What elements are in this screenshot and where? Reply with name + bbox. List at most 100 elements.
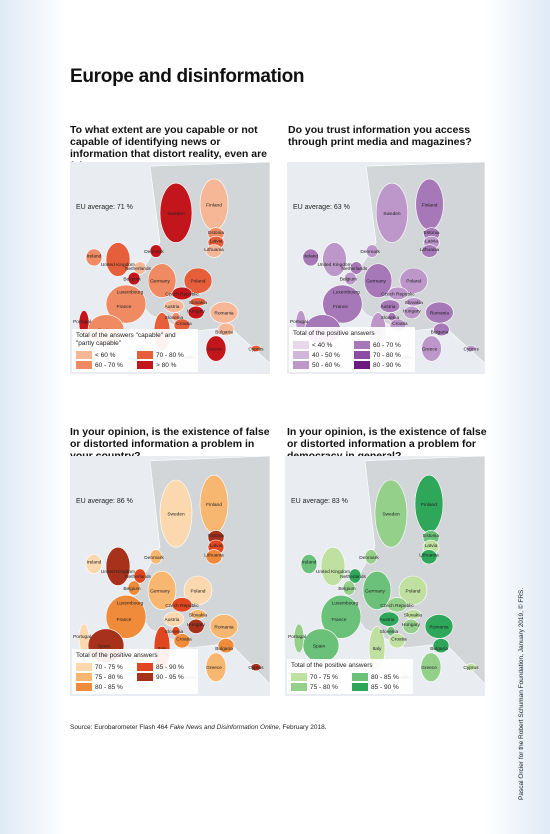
country-shape — [250, 345, 262, 353]
country-shape — [205, 244, 223, 258]
country-label: Sweden — [383, 211, 401, 217]
country-label: Lithuania — [204, 247, 224, 253]
country-label: Estonia — [423, 533, 439, 539]
legend-label: 85 - 90 % — [371, 683, 399, 691]
legend-label: 70 - 80 % — [156, 351, 184, 359]
country-label: Lithuania — [419, 552, 439, 558]
country-shape — [403, 305, 420, 320]
eu-average: EU average: 63 % — [293, 204, 350, 211]
legend-item: < 60 % — [76, 351, 133, 359]
country-shape — [362, 570, 392, 610]
country-label: Bulgaria — [215, 646, 233, 652]
country-shape — [322, 242, 347, 277]
legend-label: 50 - 60 % — [312, 361, 340, 369]
country-label: Netherlands — [125, 266, 151, 272]
country-label: Czech Republic — [381, 291, 415, 297]
country-label: Portugal — [73, 319, 91, 325]
country-shape — [187, 305, 205, 320]
country-label: Ireland — [87, 253, 102, 259]
country-label: France — [117, 304, 132, 310]
country-shape — [320, 546, 346, 586]
country-shape — [183, 267, 213, 294]
country-label: Hungary — [402, 622, 421, 628]
country-shape — [300, 554, 318, 574]
country-label: Spain — [313, 644, 326, 650]
map: Finland Sweden Estonia Latvia Lithuania Denma… — [73, 162, 270, 364]
legend-label: 40 - 50 % — [312, 351, 340, 359]
country-label: Sweden — [167, 211, 185, 217]
country-shape — [105, 594, 147, 639]
country-label: Greece — [206, 665, 222, 671]
country-label: Bulgaria — [215, 330, 233, 336]
legend-item: > 80 % — [137, 361, 194, 369]
country-label: France — [117, 617, 132, 623]
country-label: United Kingdom — [101, 569, 135, 575]
legend-swatch — [291, 683, 307, 691]
country-label: Cyprus — [248, 665, 264, 671]
country-label: Croatia — [176, 636, 192, 642]
country-label: Cyprus — [464, 347, 480, 353]
country-label: Greece — [422, 347, 438, 353]
country-label: Portugal — [73, 634, 91, 640]
country-shape — [183, 575, 213, 606]
country-label: Luxembourg — [332, 600, 359, 606]
country-shape — [163, 611, 185, 627]
country-shape — [159, 182, 193, 243]
country-label: Luxembourg — [117, 600, 144, 606]
country-shape — [379, 299, 401, 313]
country-label: France — [332, 617, 347, 623]
country-label: Sweden — [167, 512, 185, 518]
country-shape — [147, 570, 177, 610]
country-shape — [205, 652, 227, 682]
country-shape — [105, 284, 147, 324]
country-label: Sweden — [382, 512, 400, 518]
country-label: Austria — [380, 617, 395, 623]
map: Finland Sweden Estonia Latvia Lithuania Denma… — [290, 162, 485, 364]
legend: Total of the positive answers 70 - 75 % 85… — [72, 649, 198, 694]
country-shape — [342, 580, 356, 596]
source: Source: Eurobarometer Flash 464 Fake New… — [70, 724, 327, 731]
map: Finland Sweden Estonia Latvia Lithuania Denma… — [288, 456, 485, 685]
country-shape — [149, 549, 163, 565]
country-label: Estonia — [424, 230, 440, 236]
country-shape — [365, 244, 379, 258]
legend-swatch — [76, 673, 92, 681]
country-label: Romania — [430, 311, 450, 317]
source-prefix: Source: Eurobarometer Flash 464 — [70, 724, 170, 731]
country-label: Slovenia — [380, 629, 399, 635]
country-label: Estonia — [208, 533, 224, 539]
country-shape — [163, 299, 185, 313]
country-shape — [322, 284, 363, 324]
legend-item: 70 - 75 % — [291, 673, 348, 681]
country-shape — [293, 623, 305, 654]
legend-grid: 70 - 75 % 85 - 90 % 75 - 80 % 90 - 95 % 80 -… — [76, 663, 194, 691]
country-label: Slovenia — [165, 629, 184, 635]
country-label: Hungary — [187, 622, 206, 628]
legend-swatch — [293, 361, 309, 369]
country-label: Croatia — [176, 321, 192, 327]
country-label: Germany — [366, 279, 386, 285]
legend-swatch — [354, 341, 370, 349]
country-shape — [250, 663, 262, 672]
legend-title: Total of the positive answers — [76, 652, 158, 659]
country-label: Slovakia — [405, 300, 423, 306]
country-shape — [171, 597, 193, 613]
legend-item: 70 - 75 % — [76, 663, 133, 671]
country-label: Ireland — [87, 560, 102, 566]
legend-label: 80 - 85 % — [95, 683, 123, 691]
legend-swatch — [137, 673, 153, 681]
country-label: Czech Republic — [165, 603, 199, 609]
country-label: Portugal — [288, 634, 306, 640]
country-label: Ireland — [303, 253, 318, 259]
country-shape — [350, 261, 363, 275]
legend-label: 70 - 75 % — [95, 663, 123, 671]
legend-item: 85 - 90 % — [137, 663, 194, 671]
country-label: Croatia — [392, 321, 408, 327]
country-shape — [159, 479, 193, 548]
country-shape — [205, 549, 223, 565]
legend-item: 90 - 95 % — [137, 673, 194, 681]
country-label: Hungary — [403, 308, 422, 314]
country-shape — [173, 633, 191, 649]
